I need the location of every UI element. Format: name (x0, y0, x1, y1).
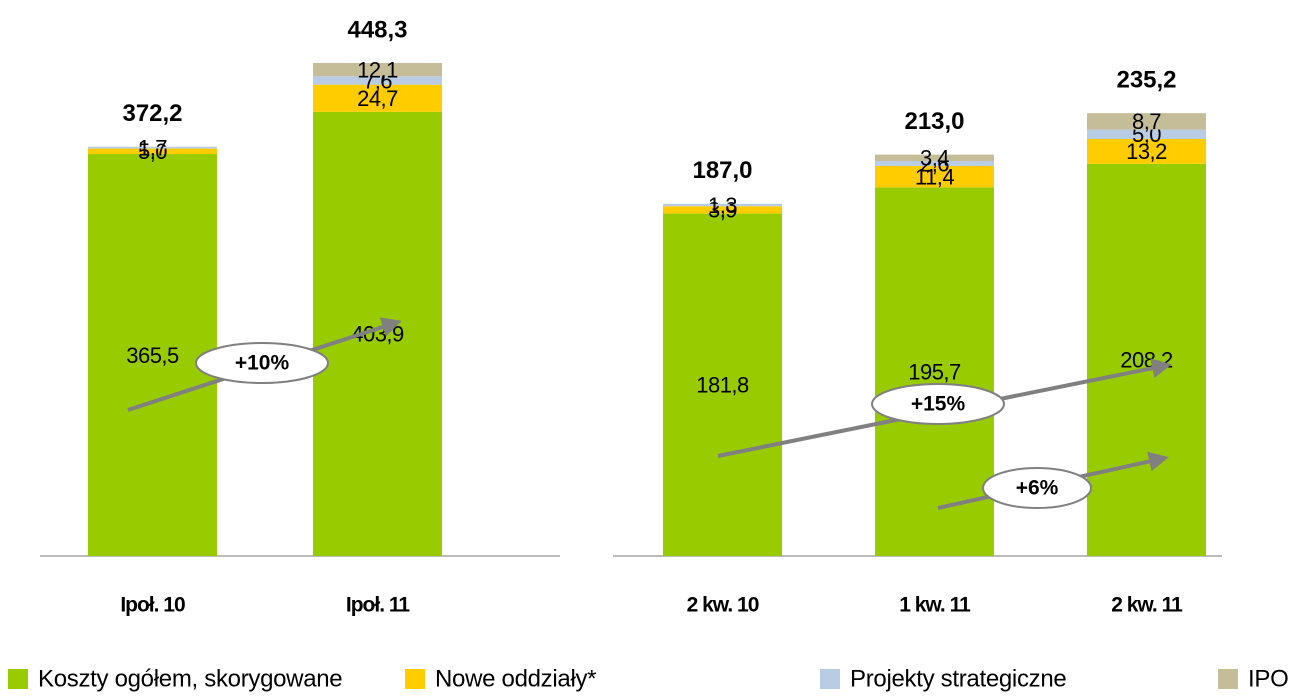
value-label: 365,5 (126, 343, 179, 368)
value-label: 3,4 (920, 146, 949, 171)
total-label: 372,2 (122, 100, 182, 127)
bar-segment (875, 161, 994, 166)
bar-segment (313, 76, 442, 85)
total-label: 448,3 (347, 16, 407, 43)
category-label: Ipoł. 11 (346, 594, 411, 617)
bar-segment (663, 203, 782, 207)
value-label: 8,7 (1132, 109, 1161, 134)
bar-segment (1087, 129, 1206, 139)
value-label: 12,1 (357, 57, 398, 82)
legend-label: IPO (1248, 665, 1288, 692)
bar-segment (663, 206, 782, 214)
bar-segment (1087, 163, 1206, 556)
bar-segment (875, 154, 994, 162)
bar-segment (313, 84, 442, 112)
growth-badge (982, 467, 1092, 509)
bar-segment (313, 63, 442, 77)
total-label: 213,0 (904, 108, 964, 135)
growth-label: +15% (911, 393, 966, 416)
growth-badge (871, 383, 1005, 425)
legend-swatch (405, 669, 425, 689)
value-label: 181,8 (696, 373, 749, 398)
legend-swatch (1218, 669, 1238, 689)
legend-label: Nowe oddziały* (435, 665, 596, 692)
bar-segment (1087, 113, 1206, 130)
value-label: 13,2 (1126, 139, 1167, 164)
growth-label: +10% (235, 352, 290, 375)
total-label: 235,2 (1116, 66, 1176, 93)
legend-label: Projekty strategiczne (850, 665, 1066, 692)
bar-segment (875, 187, 994, 557)
growth-label: +6% (1016, 477, 1059, 500)
bar-segment (88, 148, 217, 155)
value-label: 1,7 (138, 135, 167, 160)
category-label: 1 kw. 11 (899, 594, 971, 617)
legend-label: Koszty ogółem, skorygowane (38, 665, 342, 692)
category-label: Ipoł. 10 (120, 594, 185, 617)
bar-segment (1087, 138, 1206, 164)
bar-segment (88, 146, 217, 149)
growth-badge (195, 342, 329, 384)
value-label: 5,0 (138, 139, 167, 164)
value-label: 195,7 (908, 360, 961, 385)
bar-segment (663, 213, 782, 556)
legend-swatch (820, 669, 840, 689)
legend-swatch (8, 669, 28, 689)
bar-segment (313, 111, 442, 557)
value-label: 11,4 (915, 164, 954, 189)
value-label: 3,9 (708, 198, 737, 223)
value-label: 1,3 (708, 193, 737, 218)
total-label: 187,0 (692, 157, 752, 184)
category-label: 2 kw. 10 (687, 594, 759, 617)
bar-segment (875, 165, 994, 188)
bar-segment (88, 154, 217, 557)
value-label: 24,7 (357, 86, 398, 111)
category-label: 2 kw. 11 (1111, 594, 1183, 617)
